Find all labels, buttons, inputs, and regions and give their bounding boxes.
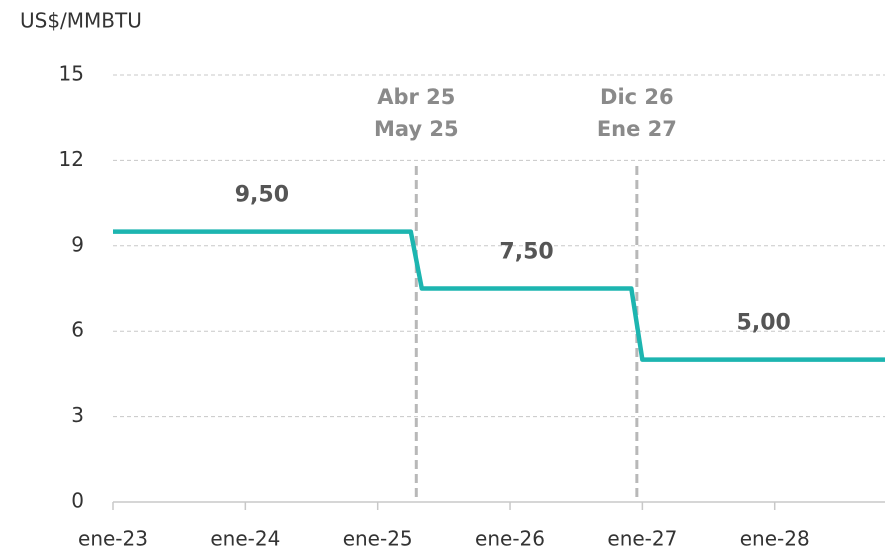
y-tick-label: 9: [71, 232, 84, 256]
y-tick-label: 6: [71, 318, 84, 342]
value-label: 7,50: [499, 240, 553, 265]
annotation: Ene 27: [597, 117, 677, 141]
y-tick-label: 3: [71, 403, 84, 427]
x-tick-label: ene-23: [78, 527, 148, 550]
value-label: 5,00: [737, 311, 791, 336]
x-tick-label: ene-24: [210, 527, 280, 550]
y-tick-label: 12: [59, 147, 84, 171]
y-tick-label: 0: [71, 489, 84, 513]
x-tick-label: ene-26: [475, 527, 545, 550]
x-tick-label: ene-27: [607, 527, 677, 550]
x-tick-label: ene-28: [740, 527, 810, 550]
y-axis-label: US$/MMBTU: [20, 9, 142, 33]
line-series: [113, 229, 885, 362]
annotation: Dic 26: [600, 85, 674, 109]
annotation: May 25: [374, 117, 459, 141]
annotation: Abr 25: [377, 85, 455, 109]
x-tick-label: ene-25: [343, 527, 413, 550]
value-label: 9,50: [235, 183, 289, 208]
y-tick-label: 15: [59, 62, 84, 86]
